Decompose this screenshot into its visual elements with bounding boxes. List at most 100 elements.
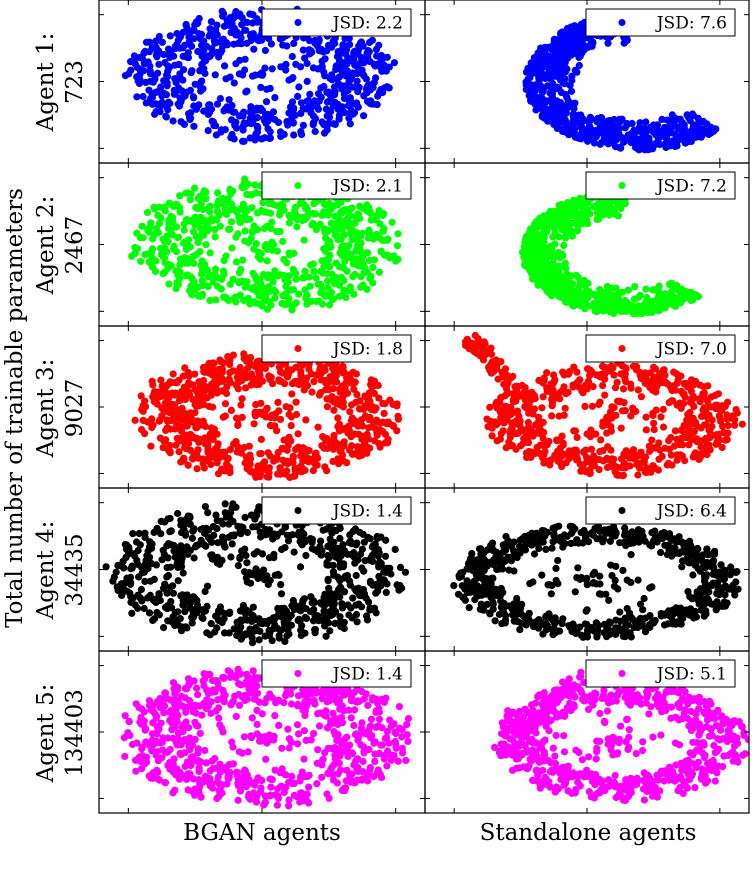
scatter-point <box>541 74 549 83</box>
scatter-point <box>137 257 145 265</box>
scatter-point <box>306 90 314 98</box>
scatter-point <box>341 34 349 43</box>
scatter-point <box>686 398 695 407</box>
scatter-point <box>579 125 587 133</box>
scatter-point <box>256 376 264 385</box>
scatter-point <box>271 422 279 430</box>
scatter-point <box>246 451 254 459</box>
scatter-point <box>211 226 219 234</box>
scatter-point <box>246 300 254 308</box>
scatter-point <box>553 447 562 455</box>
scatter-point <box>336 225 344 233</box>
legend-marker <box>618 345 626 352</box>
scatter-point <box>686 117 694 125</box>
scatter-point <box>314 612 322 620</box>
scatter-point <box>149 235 157 243</box>
scatter-point <box>264 530 272 538</box>
scatter-point <box>228 218 236 226</box>
scatter-point <box>174 280 182 288</box>
scatter-point <box>291 111 299 119</box>
scatter-point <box>237 40 246 48</box>
scatter-point <box>269 278 277 286</box>
scatter-point <box>538 239 547 247</box>
y-axis-title: Total number of trainable parameters <box>2 188 28 628</box>
scatter-point <box>708 416 716 424</box>
scatter-point <box>366 604 374 612</box>
scatter-point <box>175 376 183 384</box>
scatter-point <box>550 377 559 385</box>
scatter-point <box>232 124 241 132</box>
scatter-point <box>346 211 354 219</box>
scatter-point <box>184 271 192 279</box>
scatter-point <box>255 292 263 300</box>
scatter-point <box>586 433 595 441</box>
scatter-point <box>157 244 165 252</box>
scatter-point <box>199 205 207 214</box>
scatter-point <box>525 409 533 417</box>
scatter-point <box>308 535 317 544</box>
scatter-point <box>216 95 224 103</box>
scatter-point <box>129 530 137 538</box>
scatter-point <box>565 447 574 455</box>
legend-marker <box>294 182 302 189</box>
scatter-point <box>184 49 192 57</box>
scatter-point <box>305 37 314 45</box>
scatter-point <box>246 10 254 18</box>
scatter-point <box>137 392 145 400</box>
scatter-point <box>288 390 296 398</box>
scatter-point <box>279 237 287 245</box>
scatter-point <box>490 367 498 375</box>
scatter-point <box>299 274 307 282</box>
scatter-point <box>357 273 365 281</box>
scatter-point <box>648 436 656 444</box>
scatter-point <box>360 405 368 413</box>
scatter-point <box>266 452 274 460</box>
scatter-point <box>301 267 309 275</box>
scatter-point <box>179 76 187 84</box>
scatter-point <box>649 411 657 420</box>
scatter-point <box>312 452 320 460</box>
scatter-point <box>525 400 533 408</box>
scatter-point <box>250 420 258 428</box>
scatter-point <box>301 54 309 62</box>
scatter-point <box>354 556 362 564</box>
scatter-point <box>696 118 704 127</box>
scatter-point <box>297 63 305 71</box>
scatter-point <box>342 42 350 50</box>
scatter-point <box>175 61 183 69</box>
scatter-point <box>166 449 174 457</box>
scatter-point <box>287 422 295 430</box>
scatter-point <box>320 593 328 602</box>
scatter-point <box>547 74 555 82</box>
scatter-point <box>365 256 373 264</box>
scatter-point <box>327 243 335 251</box>
scatter-point <box>367 381 375 389</box>
scatter-point <box>212 511 220 519</box>
scatter-point <box>176 261 184 269</box>
scatter-point <box>145 258 153 266</box>
scatter-point <box>157 250 165 258</box>
scatter-point <box>278 626 286 634</box>
scatter-point <box>525 91 533 99</box>
scatter-point <box>200 187 208 195</box>
scatter-point <box>393 427 401 435</box>
scatter-point <box>158 412 166 420</box>
scatter-point <box>607 126 615 134</box>
scatter-point <box>361 265 369 273</box>
scatter-point <box>332 378 341 386</box>
scatter-point <box>227 200 236 208</box>
scatter-point <box>329 296 337 304</box>
scatter-point <box>317 537 325 545</box>
scatter-point <box>243 190 251 199</box>
row-label-4-line2: 34435 <box>62 533 88 606</box>
scatter-point <box>121 72 129 80</box>
scatter-point <box>563 104 571 112</box>
scatter-point <box>163 589 171 597</box>
scatter-point <box>343 267 351 275</box>
scatter-point <box>269 535 277 543</box>
scatter-point <box>555 267 563 275</box>
scatter-point <box>270 457 278 465</box>
scatter-point <box>373 428 381 436</box>
scatter-point <box>172 248 180 256</box>
scatter-point <box>635 293 643 301</box>
